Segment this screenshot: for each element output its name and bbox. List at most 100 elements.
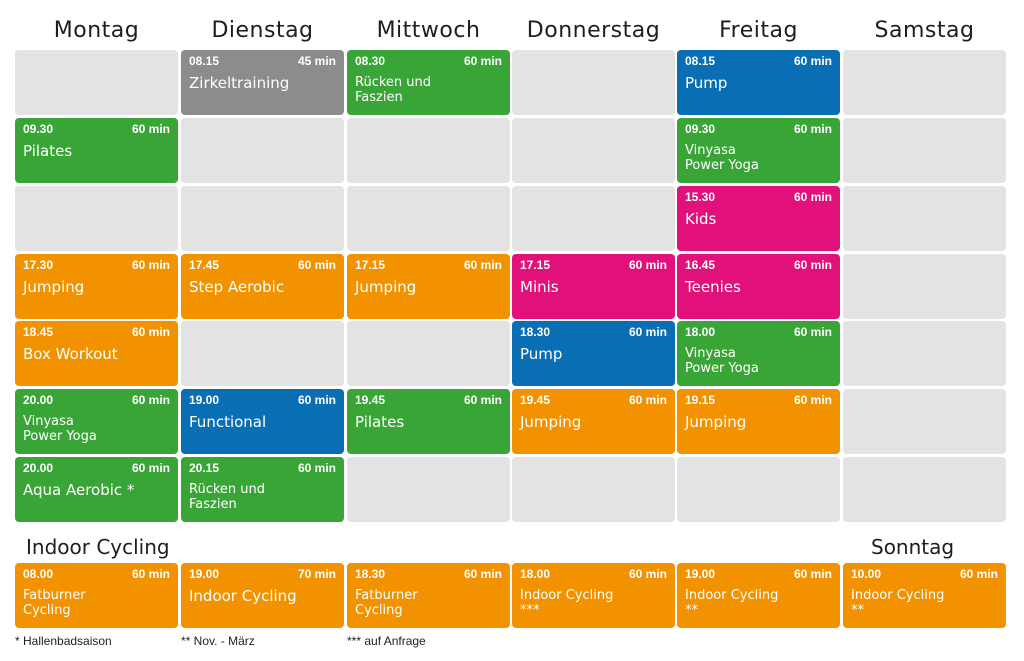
class-slot[interactable]: 09.30 60 min Pilates [15, 118, 178, 183]
class-name-line-1: Jumping [685, 413, 747, 431]
class-name-line-1: Jumping [520, 413, 582, 431]
class-duration: 60 min [131, 393, 170, 407]
cycling-slot[interactable]: 19.00 70 min Indoor Cycling [181, 563, 344, 628]
class-name: Zirkeltraining [189, 75, 340, 92]
footnote-3: *** auf Anfrage [347, 634, 426, 648]
cycling-slot[interactable]: 18.00 60 min Indoor Cycling *** [512, 563, 675, 628]
class-time: 17.15 [355, 258, 386, 272]
class-duration: 60 min [297, 461, 336, 475]
class-name-line-2: Power Yoga [685, 361, 759, 376]
class-time: 10.00 [851, 567, 882, 581]
class-time: 16.45 [685, 258, 716, 272]
empty-slot [347, 321, 510, 386]
class-duration: 60 min [297, 393, 336, 407]
empty-slot [347, 186, 510, 251]
class-slot[interactable]: 08.30 60 min Rücken und Faszien [347, 50, 510, 115]
class-slot[interactable]: 17.45 60 min Step Aerobic [181, 254, 344, 319]
class-name-line-1: Vinyasa [685, 143, 736, 158]
class-time: 09.30 [23, 122, 54, 136]
class-duration: 60 min [463, 258, 502, 272]
class-time: 18.45 [23, 325, 54, 339]
class-name-line-1: Fatburner [23, 588, 86, 603]
empty-slot [347, 457, 510, 522]
class-time: 09.30 [685, 122, 716, 136]
class-slot[interactable]: 20.00 60 min Aqua Aerobic * [15, 457, 178, 522]
class-slot[interactable]: 18.45 60 min Box Workout [15, 321, 178, 386]
class-duration: 60 min [628, 567, 667, 581]
class-slot[interactable]: 18.30 60 min Pump [512, 321, 675, 386]
class-slot[interactable]: 20.00 60 min Vinyasa Power Yoga [15, 389, 178, 454]
class-name: Indoor Cycling ** [685, 588, 836, 618]
class-duration: 60 min [959, 567, 998, 581]
cycling-slot[interactable]: 10.00 60 min Indoor Cycling ** [843, 563, 1006, 628]
class-name-line-1: Pilates [355, 413, 405, 431]
class-slot[interactable]: 16.45 60 min Teenies [677, 254, 840, 319]
class-slot[interactable]: 20.15 60 min Rücken und Faszien [181, 457, 344, 522]
class-time: 19.45 [355, 393, 386, 407]
class-time: 08.15 [189, 54, 220, 68]
class-slot[interactable]: 17.15 60 min Jumping [347, 254, 510, 319]
class-duration: 70 min [297, 567, 336, 581]
class-name-line-1: Indoor Cycling [520, 588, 614, 603]
class-name-line-1: Aqua Aerobic * [23, 481, 135, 499]
empty-slot [843, 186, 1006, 251]
day-header-dienstag: Dienstag [211, 18, 314, 43]
class-name-line-1: Pump [685, 74, 728, 92]
class-name-line-1: Rücken und [189, 482, 266, 497]
empty-slot [843, 389, 1006, 454]
class-name: Pilates [355, 414, 506, 431]
class-duration: 60 min [628, 325, 667, 339]
class-name-line-1: Zirkeltraining [189, 74, 290, 92]
empty-slot [512, 118, 675, 183]
class-slot[interactable]: 18.00 60 min Vinyasa Power Yoga [677, 321, 840, 386]
class-time: 20.00 [23, 461, 54, 475]
empty-slot [347, 118, 510, 183]
class-slot[interactable]: 19.45 60 min Jumping [512, 389, 675, 454]
indoor-cycling-title: Indoor Cycling [26, 535, 170, 559]
class-duration: 60 min [628, 393, 667, 407]
day-header-freitag: Freitag [719, 18, 798, 43]
class-slot[interactable]: 17.15 60 min Minis [512, 254, 675, 319]
class-name-line-1: Teenies [685, 278, 741, 296]
class-duration: 60 min [793, 258, 832, 272]
class-duration: 60 min [793, 122, 832, 136]
class-name: Rücken und Faszien [355, 75, 506, 105]
class-name: Minis [520, 279, 671, 296]
class-time: 17.30 [23, 258, 54, 272]
class-slot[interactable]: 09.30 60 min Vinyasa Power Yoga [677, 118, 840, 183]
class-name: Kids [685, 211, 836, 228]
day-header-samstag: Samstag [874, 18, 975, 43]
cycling-slot[interactable]: 08.00 60 min Fatburner Cycling [15, 563, 178, 628]
class-time: 17.15 [520, 258, 551, 272]
sunday-title: Sonntag [871, 535, 955, 559]
class-slot[interactable]: 19.15 60 min Jumping [677, 389, 840, 454]
class-slot[interactable]: 17.30 60 min Jumping [15, 254, 178, 319]
cycling-slot[interactable]: 19.00 60 min Indoor Cycling ** [677, 563, 840, 628]
class-time: 19.45 [520, 393, 551, 407]
empty-slot [843, 457, 1006, 522]
cycling-slot[interactable]: 18.30 60 min Fatburner Cycling [347, 563, 510, 628]
class-time: 20.00 [23, 393, 54, 407]
class-duration: 60 min [628, 258, 667, 272]
class-name: Pump [685, 75, 836, 92]
class-slot[interactable]: 08.15 60 min Pump [677, 50, 840, 115]
class-name-line-1: Indoor Cycling [189, 587, 297, 605]
class-name: Rücken und Faszien [189, 482, 340, 512]
footnote-2: ** Nov. - März [181, 634, 255, 648]
class-name: Jumping [355, 279, 506, 296]
class-slot[interactable]: 19.00 60 min Functional [181, 389, 344, 454]
class-slot[interactable]: 15.30 60 min Kids [677, 186, 840, 251]
class-time: 17.45 [189, 258, 220, 272]
empty-slot [15, 186, 178, 251]
class-name: Indoor Cycling *** [520, 588, 671, 618]
class-duration: 60 min [793, 393, 832, 407]
class-name-line-2: Faszien [189, 497, 237, 512]
class-slot[interactable]: 19.45 60 min Pilates [347, 389, 510, 454]
class-duration: 60 min [131, 461, 170, 475]
class-name: Pilates [23, 143, 174, 160]
class-name-line-1: Step Aerobic [189, 278, 285, 296]
class-slot[interactable]: 08.15 45 min Zirkeltraining [181, 50, 344, 115]
class-name: Aqua Aerobic * [23, 482, 174, 499]
class-name-line-1: Vinyasa [685, 346, 736, 361]
empty-slot [15, 50, 178, 115]
